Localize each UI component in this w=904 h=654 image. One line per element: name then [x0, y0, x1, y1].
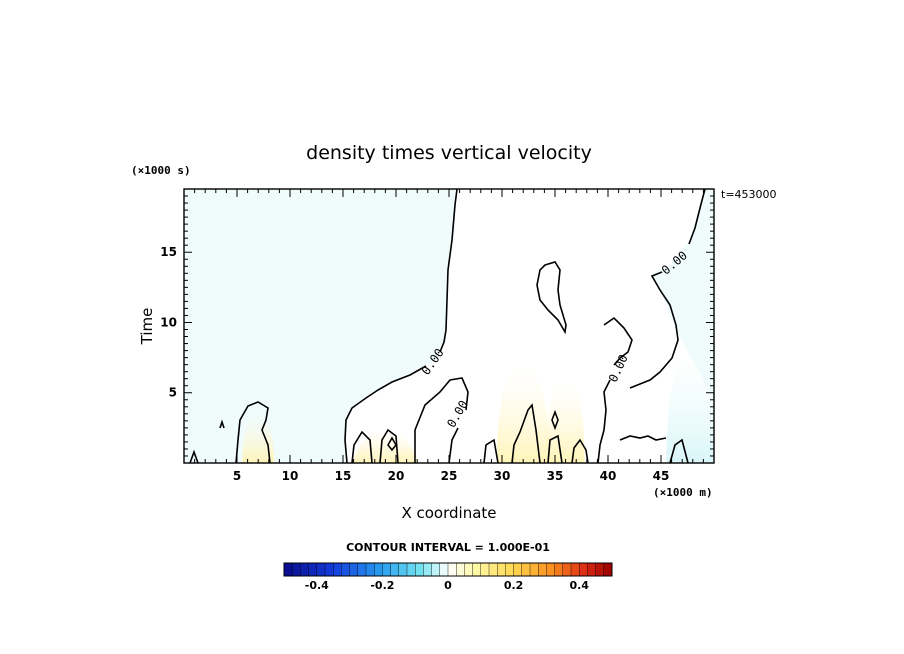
y-tick-label: 10 — [160, 315, 177, 329]
colorbar-cell — [562, 562, 572, 577]
contour-interval-text: CONTOUR INTERVAL = 1.000E-01 — [346, 541, 550, 554]
x-tick-label: 25 — [441, 469, 458, 483]
colorbar-cell — [431, 562, 441, 577]
colorbar-cell — [554, 562, 564, 577]
contour-loop-upper — [536, 261, 567, 335]
colorbar-cell — [480, 562, 490, 577]
colorbar-cell — [283, 562, 293, 577]
colorbar-cell — [447, 562, 457, 577]
axis-ticks — [184, 189, 714, 463]
colorbar-cell — [406, 562, 416, 577]
colorbar-cell — [529, 562, 539, 577]
colorbar-cell — [415, 562, 424, 577]
shaded-region-2 — [546, 378, 585, 463]
x-tick-label: 30 — [494, 469, 511, 483]
colorbar-tick-label: 0.2 — [504, 579, 524, 592]
time-stamp: t=453000 — [721, 188, 777, 201]
y-tick-label: 5 — [169, 386, 177, 400]
colorbar-cell — [333, 562, 342, 577]
contour-lower-mid — [414, 377, 469, 463]
colorbar-cell — [316, 562, 326, 577]
x-tick-label: 15 — [335, 469, 352, 483]
x-tick-label: 5 — [233, 469, 241, 483]
colorbar-cell — [390, 562, 400, 577]
y-axis-title: Time — [138, 308, 156, 346]
colorbar-cell — [398, 562, 408, 577]
colorbar-cell — [341, 562, 351, 577]
colorbar-cell — [357, 562, 367, 577]
colorbar-cell — [579, 562, 588, 577]
colorbar-cell — [595, 562, 605, 577]
colorbar-cell — [488, 562, 498, 577]
colorbar-cell — [538, 562, 547, 577]
colorbar-cell — [456, 562, 465, 577]
contour-cells — [189, 403, 689, 463]
contour-tiny-2 — [551, 409, 559, 431]
colorbar-cell — [513, 562, 523, 577]
colorbar-cell — [603, 562, 613, 577]
x-tick-label: 35 — [547, 469, 564, 483]
contour-zero-right — [629, 189, 706, 389]
colorbar-cell — [505, 562, 515, 577]
colorbar-cell — [521, 562, 531, 577]
x-tick-label: 45 — [653, 469, 670, 483]
colorbar-cell — [292, 562, 301, 577]
colorbar-cell — [365, 562, 375, 577]
shaded-regions — [242, 350, 714, 463]
colorbar-cell — [308, 562, 318, 577]
colorbar-cell — [464, 562, 474, 577]
colorbar-tick-label: 0.4 — [569, 579, 589, 592]
x-tick-label: 10 — [282, 469, 299, 483]
shaded-region-5 — [666, 350, 714, 463]
chart-title: density times vertical velocity — [306, 142, 592, 164]
contour-lines — [189, 189, 706, 463]
colorbar-cell — [546, 562, 556, 577]
colorbar-tick-label: -0.4 — [305, 579, 329, 592]
axis-tick-labels: 5 10 15 20 25 30 35 40 45 5 10 15 — [160, 245, 669, 483]
colorbar-cell — [472, 562, 482, 577]
colorbar-cell — [423, 562, 433, 577]
colorbar-cell — [349, 562, 359, 577]
colorbar-cell — [439, 562, 449, 577]
contour-tiny-1 — [387, 436, 397, 452]
colorbar-cell — [570, 562, 580, 577]
x-unit-label: (×1000 m) — [653, 486, 713, 499]
colorbar-cell — [300, 562, 310, 577]
colorbar — [283, 562, 613, 577]
colorbar-tick-label: -0.2 — [370, 579, 394, 592]
y-tick-label: 15 — [160, 245, 177, 259]
x-tick-label: 40 — [600, 469, 617, 483]
colorbar-tick-label: 0 — [444, 579, 452, 592]
shaded-region-3 — [242, 413, 275, 463]
shaded-region-4 — [353, 427, 418, 463]
colorbar-cell — [382, 562, 392, 577]
colorbar-frame — [283, 562, 613, 577]
colorbar-cell — [587, 562, 597, 577]
colorbar-cell — [324, 562, 334, 577]
x-tick-label: 20 — [388, 469, 405, 483]
plot-area — [184, 189, 714, 463]
colorbar-labels: -0.4 -0.2 0 0.2 0.4 — [305, 579, 590, 592]
colorbar-cell — [497, 562, 506, 577]
x-axis-title: X coordinate — [401, 504, 496, 522]
y-unit-label: (×1000 s) — [131, 164, 191, 177]
contour-lower-left — [235, 401, 271, 463]
colorbar-cell — [374, 562, 383, 577]
contour-loop-mid — [597, 316, 633, 463]
contour-zero-main — [344, 189, 458, 463]
